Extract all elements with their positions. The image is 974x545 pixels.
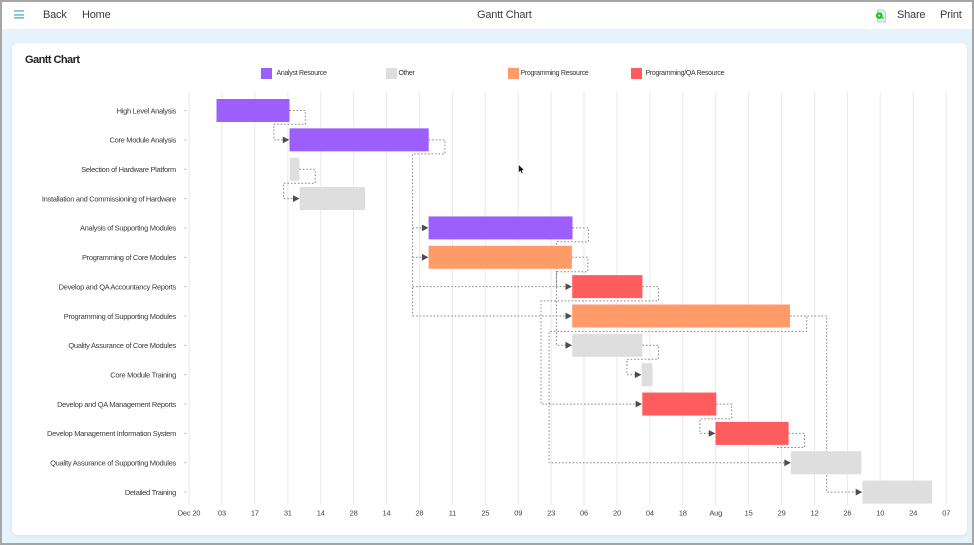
- svg-text:11: 11: [449, 509, 456, 518]
- svg-text:25: 25: [481, 509, 489, 518]
- svg-text:Quality Assurance of Core Modu: Quality Assurance of Core Modules: [68, 341, 176, 350]
- svg-text:Selection of Hardware Platform: Selection of Hardware Platform: [81, 165, 176, 174]
- svg-text:High Level Analysis: High Level Analysis: [117, 106, 177, 115]
- svg-text:Dec 20: Dec 20: [178, 509, 201, 518]
- svg-text:Core Module Training: Core Module Training: [110, 371, 176, 380]
- svg-text:23: 23: [547, 509, 555, 518]
- svg-text:06: 06: [580, 509, 588, 518]
- svg-text:Programming of Core Modules: Programming of Core Modules: [82, 253, 177, 262]
- svg-text:Develop and QA Accountancy Rep: Develop and QA Accountancy Reports: [59, 282, 177, 291]
- svg-text:28: 28: [415, 509, 423, 518]
- svg-text:Quality Assurance of Supportin: Quality Assurance of Supporting Modules: [50, 459, 176, 468]
- svg-text:14: 14: [383, 509, 391, 518]
- svg-text:03: 03: [218, 509, 226, 518]
- svg-text:24: 24: [909, 509, 917, 518]
- svg-text:09: 09: [514, 509, 522, 518]
- svg-text:Installation and Commissioning: Installation and Commissioning of Hardwa…: [42, 194, 176, 203]
- svg-text:Aug: Aug: [709, 509, 722, 518]
- svg-text:Develop and QA Management Repo: Develop and QA Management Reports: [57, 400, 176, 409]
- svg-text:31: 31: [284, 509, 292, 518]
- svg-text:Core Module Analysis: Core Module Analysis: [109, 136, 176, 145]
- svg-text:17: 17: [251, 509, 259, 518]
- svg-text:26: 26: [843, 509, 851, 518]
- svg-text:15: 15: [745, 509, 753, 518]
- svg-text:Develop Management Information: Develop Management Information System: [47, 429, 176, 438]
- svg-text:Detailed Training: Detailed Training: [125, 488, 176, 497]
- svg-text:18: 18: [679, 509, 687, 518]
- svg-text:10: 10: [876, 509, 884, 518]
- svg-text:28: 28: [350, 509, 358, 518]
- svg-text:12: 12: [811, 509, 819, 518]
- svg-text:04: 04: [646, 509, 654, 518]
- svg-text:07: 07: [942, 509, 950, 518]
- svg-text:Analysis of Supporting Modules: Analysis of Supporting Modules: [80, 224, 177, 233]
- svg-text:20: 20: [613, 509, 621, 518]
- svg-text:14: 14: [317, 509, 325, 518]
- svg-text:Programming of Supporting Modu: Programming of Supporting Modules: [64, 312, 177, 321]
- svg-text:29: 29: [778, 509, 786, 518]
